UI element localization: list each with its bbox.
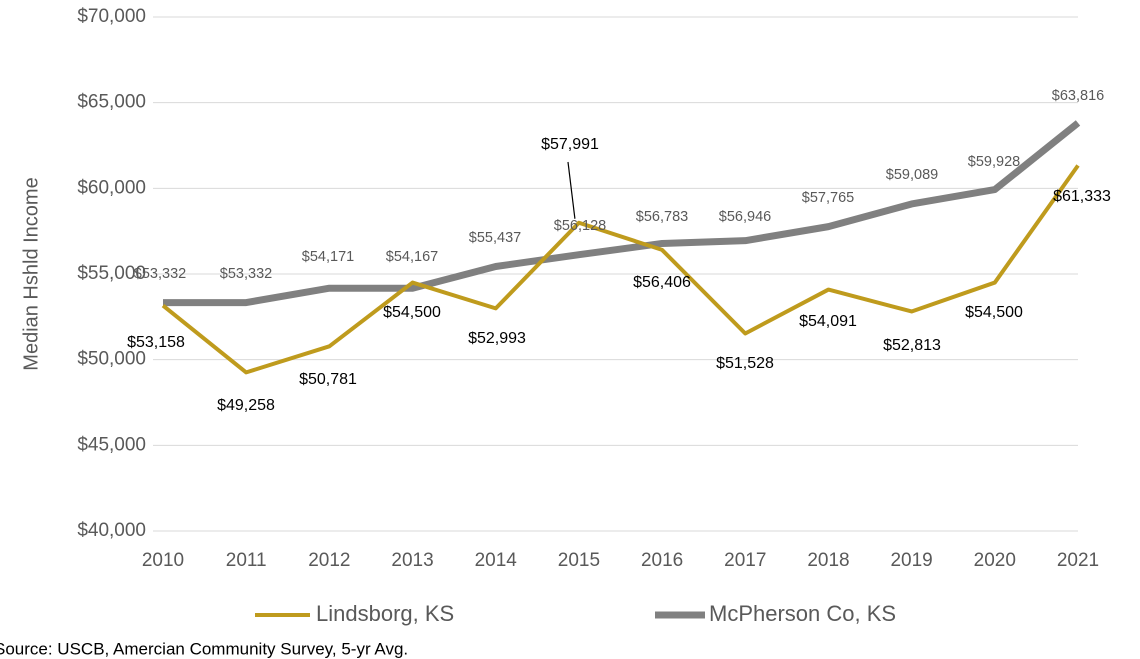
legend-label: McPherson Co, KS	[709, 601, 896, 626]
data-label: $63,816	[1052, 88, 1104, 104]
data-label: $49,258	[217, 397, 275, 414]
y-tick-label: $45,000	[77, 434, 146, 455]
data-label: $54,091	[799, 313, 857, 330]
data-label: $53,332	[220, 266, 272, 282]
y-tick-label: $70,000	[77, 6, 146, 27]
data-label: $51,528	[716, 355, 774, 372]
y-tick-label: $60,000	[77, 177, 146, 198]
x-tick-label: 2019	[890, 550, 932, 571]
data-label: $57,765	[802, 190, 854, 206]
series-line	[161, 164, 1080, 375]
x-tick-label: 2021	[1057, 550, 1099, 571]
data-label: $56,783	[636, 209, 688, 225]
x-tick-label: 2018	[807, 550, 849, 571]
y-tick-label: $40,000	[77, 520, 146, 541]
data-label: $59,089	[886, 167, 938, 183]
x-tick-label: 2013	[391, 550, 433, 571]
x-tick-label: 2015	[558, 550, 600, 571]
data-label: $53,332	[134, 266, 186, 282]
data-label: $56,946	[719, 209, 771, 225]
series-line	[163, 120, 1081, 307]
y-tick-label: $65,000	[77, 92, 146, 113]
x-tick-label: 2016	[641, 550, 683, 571]
data-label: $54,171	[302, 249, 354, 265]
data-label: $55,437	[469, 230, 521, 246]
y-tick-label: $55,000	[77, 263, 146, 284]
data-label: $53,158	[127, 334, 185, 351]
x-tick-label: 2012	[308, 550, 350, 571]
data-label: $52,993	[468, 330, 526, 347]
data-label: $56,406	[633, 274, 691, 291]
source-note: Source: USCB, Amercian Community Survey,…	[0, 639, 408, 658]
y-axis-title: Median Hshld Income	[20, 177, 42, 370]
data-label: $57,991	[541, 136, 599, 153]
data-label: $61,333	[1053, 188, 1111, 205]
x-tick-label: 2014	[475, 550, 518, 571]
data-label: $54,500	[383, 304, 441, 321]
data-label: $59,928	[968, 154, 1020, 170]
x-tick-label: 2011	[226, 550, 267, 571]
x-tick-label: 2017	[724, 550, 766, 571]
data-label: $54,167	[386, 249, 438, 265]
data-label: $52,813	[883, 337, 941, 354]
data-label: $56,128	[554, 218, 606, 234]
data-label: $50,781	[299, 371, 357, 388]
legend-label: Lindsborg, KS	[316, 601, 454, 626]
x-tick-label: 2020	[974, 550, 1016, 571]
y-tick-label: $50,000	[77, 349, 146, 370]
data-label: $54,500	[965, 304, 1023, 321]
x-tick-label: 2010	[142, 550, 184, 571]
leader-line	[567, 161, 576, 219]
